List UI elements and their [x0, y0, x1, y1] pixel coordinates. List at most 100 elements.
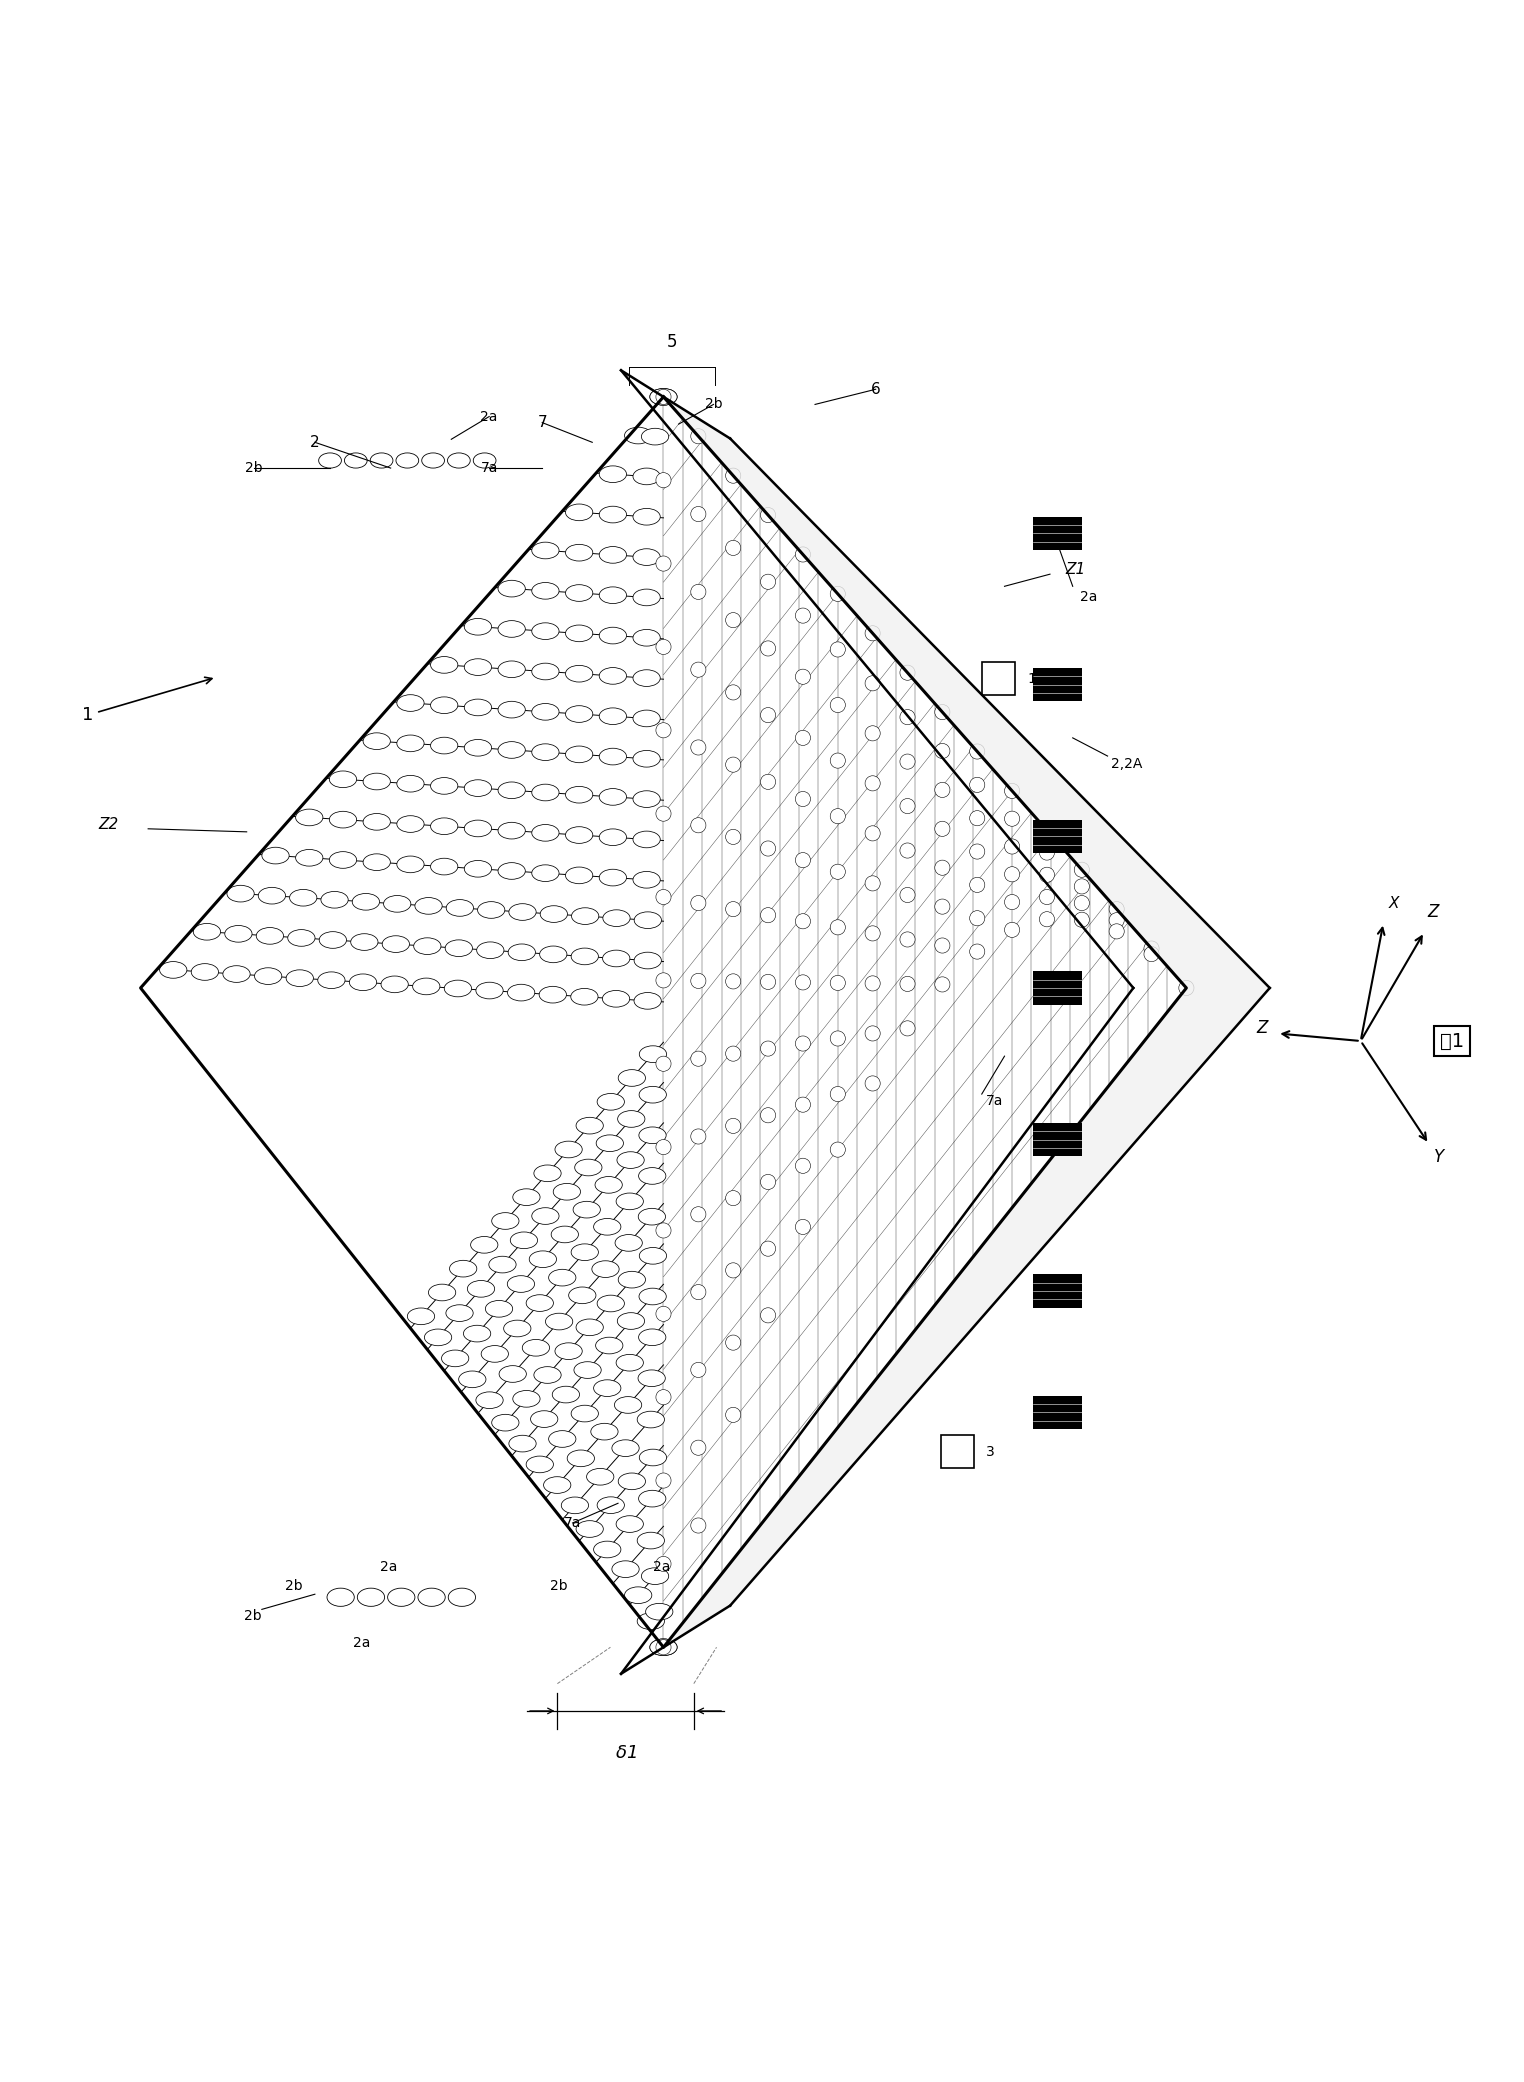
Text: Z: Z [1428, 904, 1439, 920]
Ellipse shape [532, 785, 559, 802]
Ellipse shape [591, 1424, 619, 1441]
Ellipse shape [572, 947, 599, 964]
Ellipse shape [632, 508, 660, 525]
Ellipse shape [498, 741, 526, 758]
Ellipse shape [594, 1380, 620, 1397]
Ellipse shape [482, 1345, 509, 1362]
Ellipse shape [796, 914, 811, 929]
Ellipse shape [725, 685, 741, 700]
Ellipse shape [725, 1045, 741, 1062]
Ellipse shape [227, 885, 255, 902]
Text: $\delta$1: $\delta$1 [614, 1745, 637, 1761]
Ellipse shape [596, 1337, 623, 1353]
Ellipse shape [384, 895, 411, 912]
Ellipse shape [725, 902, 741, 916]
Ellipse shape [591, 1262, 619, 1278]
Ellipse shape [599, 506, 626, 523]
Ellipse shape [969, 910, 985, 926]
Ellipse shape [523, 1339, 550, 1355]
Ellipse shape [532, 623, 559, 639]
Ellipse shape [575, 1362, 600, 1378]
Ellipse shape [632, 589, 660, 606]
Ellipse shape [465, 658, 492, 675]
Ellipse shape [471, 1237, 498, 1253]
Ellipse shape [725, 1335, 741, 1351]
Ellipse shape [1074, 862, 1090, 877]
Ellipse shape [594, 1218, 620, 1235]
Ellipse shape [463, 1326, 491, 1343]
Text: Y: Y [1434, 1149, 1445, 1166]
Ellipse shape [363, 854, 390, 870]
Ellipse shape [447, 899, 474, 916]
Ellipse shape [363, 814, 390, 831]
Ellipse shape [565, 504, 593, 520]
Ellipse shape [866, 777, 881, 791]
Ellipse shape [553, 1183, 581, 1199]
Text: Z2: Z2 [98, 816, 119, 833]
Text: 7: 7 [538, 414, 547, 431]
Ellipse shape [625, 1586, 652, 1603]
Ellipse shape [866, 1026, 881, 1041]
Ellipse shape [901, 664, 914, 681]
Ellipse shape [532, 583, 559, 600]
Ellipse shape [445, 981, 471, 997]
Ellipse shape [655, 889, 671, 904]
Ellipse shape [599, 789, 626, 806]
Text: 2a: 2a [1081, 591, 1097, 604]
Ellipse shape [587, 1468, 614, 1484]
Ellipse shape [796, 668, 811, 685]
Ellipse shape [468, 1280, 495, 1297]
Ellipse shape [655, 1222, 671, 1239]
Ellipse shape [614, 1397, 642, 1414]
Ellipse shape [655, 556, 671, 570]
Ellipse shape [565, 666, 593, 683]
Ellipse shape [796, 852, 811, 868]
Ellipse shape [363, 733, 390, 750]
Ellipse shape [594, 1541, 620, 1557]
Text: 2a: 2a [652, 1562, 671, 1574]
Ellipse shape [634, 993, 661, 1010]
Ellipse shape [539, 906, 567, 922]
Ellipse shape [632, 831, 660, 847]
Ellipse shape [498, 660, 526, 677]
Ellipse shape [223, 966, 250, 983]
Ellipse shape [597, 1497, 625, 1514]
Ellipse shape [258, 887, 285, 904]
Ellipse shape [796, 548, 811, 562]
Ellipse shape [599, 587, 626, 604]
Ellipse shape [690, 1441, 706, 1455]
Ellipse shape [530, 1412, 558, 1428]
Ellipse shape [619, 1070, 646, 1087]
Ellipse shape [934, 783, 949, 797]
Ellipse shape [690, 895, 706, 910]
Ellipse shape [431, 818, 457, 835]
Ellipse shape [287, 970, 314, 987]
Ellipse shape [632, 468, 660, 485]
Ellipse shape [396, 775, 424, 791]
Ellipse shape [760, 1174, 776, 1189]
Ellipse shape [498, 620, 526, 637]
Ellipse shape [934, 820, 949, 837]
Ellipse shape [632, 791, 660, 808]
Ellipse shape [599, 627, 626, 643]
Ellipse shape [831, 1031, 846, 1045]
Ellipse shape [866, 677, 881, 691]
Ellipse shape [465, 618, 492, 635]
Ellipse shape [599, 747, 626, 764]
Ellipse shape [690, 1051, 706, 1066]
Ellipse shape [616, 1193, 643, 1210]
Ellipse shape [552, 1387, 579, 1403]
Ellipse shape [969, 743, 985, 760]
Ellipse shape [599, 829, 626, 845]
Ellipse shape [539, 945, 567, 962]
Ellipse shape [431, 737, 457, 754]
Ellipse shape [602, 991, 629, 1008]
Ellipse shape [317, 972, 344, 989]
Ellipse shape [796, 608, 811, 623]
Ellipse shape [442, 1349, 469, 1366]
Ellipse shape [649, 1639, 677, 1655]
Ellipse shape [529, 1251, 556, 1268]
Ellipse shape [1109, 912, 1125, 929]
Ellipse shape [934, 976, 949, 991]
Ellipse shape [465, 781, 492, 797]
